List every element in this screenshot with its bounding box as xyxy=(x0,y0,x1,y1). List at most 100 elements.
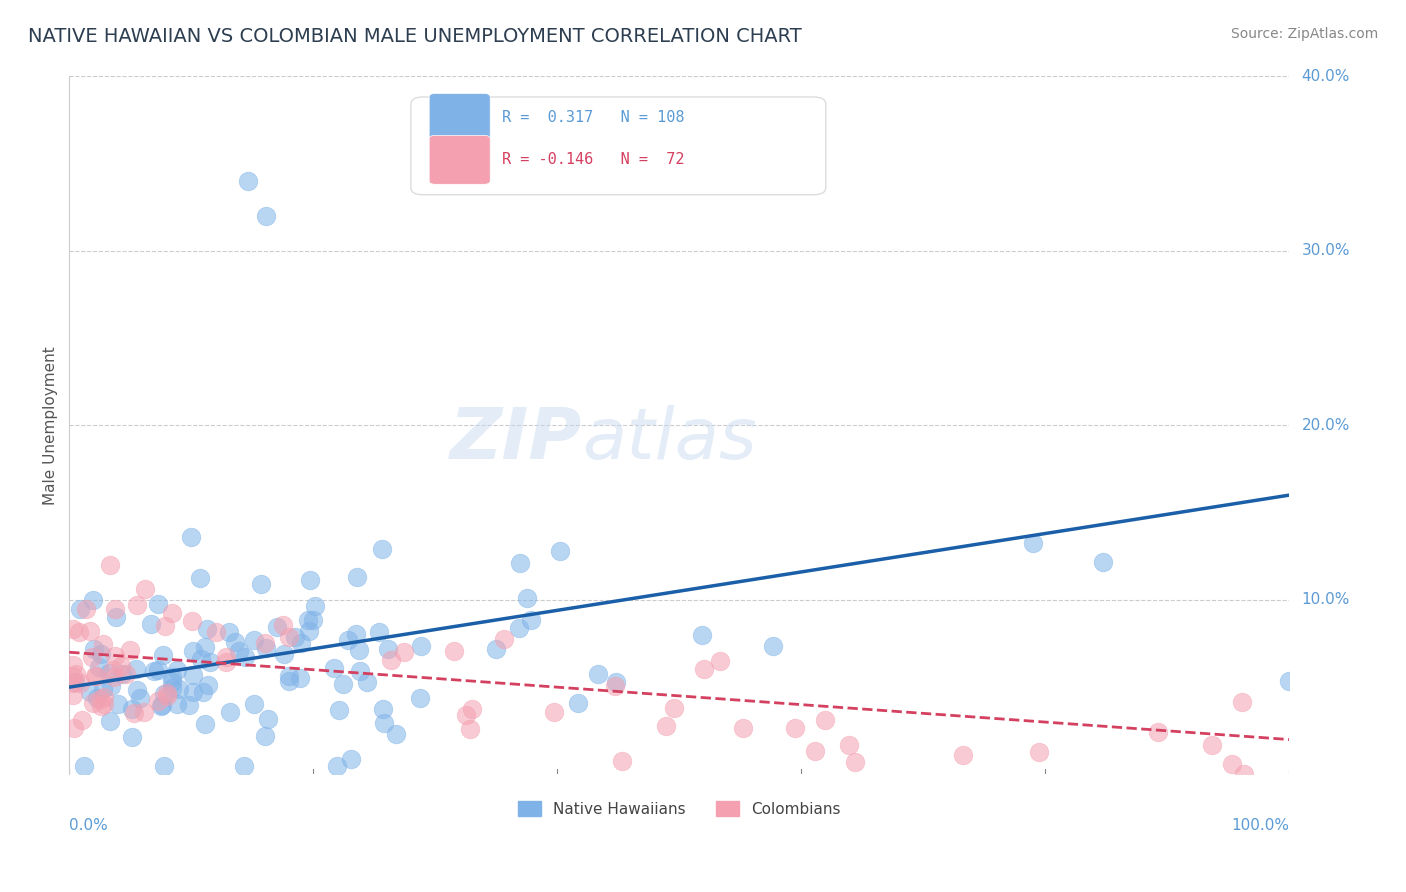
Native Hawaiians xyxy=(149,699,172,714)
Native Hawaiians xyxy=(198,655,221,669)
Native Hawaiians xyxy=(146,597,169,611)
Colombians xyxy=(443,643,465,657)
Text: 0.0%: 0.0% xyxy=(69,818,108,833)
Native Hawaiians xyxy=(152,648,174,663)
Native Hawaiians xyxy=(233,649,256,664)
Text: 30.0%: 30.0% xyxy=(1302,244,1350,258)
Native Hawaiians xyxy=(485,642,508,657)
Native Hawaiians xyxy=(1278,674,1301,689)
Native Hawaiians xyxy=(121,730,143,744)
Native Hawaiians xyxy=(377,641,399,656)
Native Hawaiians xyxy=(89,660,111,674)
Colombians xyxy=(1028,745,1050,759)
Colombians xyxy=(181,614,204,628)
Native Hawaiians xyxy=(160,670,183,684)
Native Hawaiians xyxy=(150,698,173,713)
FancyBboxPatch shape xyxy=(411,97,825,194)
Native Hawaiians xyxy=(160,681,183,695)
Colombians xyxy=(146,694,169,708)
Text: R =  0.317   N = 108: R = 0.317 N = 108 xyxy=(502,111,685,126)
Native Hawaiians xyxy=(297,613,319,627)
Native Hawaiians xyxy=(344,627,367,641)
Colombians xyxy=(91,636,114,650)
Native Hawaiians xyxy=(181,643,204,657)
Native Hawaiians xyxy=(127,682,149,697)
Native Hawaiians xyxy=(299,573,322,587)
Colombians xyxy=(1201,738,1223,752)
Native Hawaiians xyxy=(297,624,319,638)
Colombians xyxy=(156,685,179,699)
Colombians xyxy=(838,738,860,752)
Colombians xyxy=(605,679,627,693)
Native Hawaiians xyxy=(146,663,169,677)
Native Hawaiians xyxy=(253,729,276,743)
Native Hawaiians xyxy=(180,530,202,544)
Native Hawaiians xyxy=(194,640,217,654)
FancyBboxPatch shape xyxy=(429,136,491,185)
Native Hawaiians xyxy=(337,633,360,648)
Colombians xyxy=(98,558,121,572)
Colombians xyxy=(132,705,155,719)
Colombians xyxy=(803,744,825,758)
Colombians xyxy=(693,662,716,676)
Native Hawaiians xyxy=(111,667,134,681)
Native Hawaiians xyxy=(411,639,433,653)
Native Hawaiians xyxy=(349,665,371,679)
Colombians xyxy=(80,650,103,665)
Native Hawaiians xyxy=(105,609,128,624)
Native Hawaiians xyxy=(371,701,394,715)
Colombians xyxy=(84,669,107,683)
Native Hawaiians xyxy=(98,714,121,729)
Text: 100.0%: 100.0% xyxy=(1232,818,1289,833)
Native Hawaiians xyxy=(290,636,312,650)
Colombians xyxy=(110,659,132,673)
Native Hawaiians xyxy=(328,703,350,717)
Native Hawaiians xyxy=(340,751,363,765)
Native Hawaiians xyxy=(605,675,627,690)
Colombians xyxy=(543,705,565,719)
Native Hawaiians xyxy=(190,652,212,666)
Native Hawaiians xyxy=(509,557,531,571)
Native Hawaiians xyxy=(508,621,530,635)
Native Hawaiians xyxy=(219,705,242,719)
Native Hawaiians xyxy=(520,613,543,627)
Native Hawaiians xyxy=(332,676,354,690)
Native Hawaiians xyxy=(232,758,254,772)
Colombians xyxy=(271,618,294,632)
Native Hawaiians xyxy=(278,669,301,683)
Native Hawaiians xyxy=(160,675,183,690)
Native Hawaiians xyxy=(266,619,288,633)
Colombians xyxy=(733,721,755,735)
Y-axis label: Male Unemployment: Male Unemployment xyxy=(44,346,58,505)
Colombians xyxy=(69,675,91,690)
Native Hawaiians xyxy=(373,716,395,731)
Colombians xyxy=(655,719,678,733)
Colombians xyxy=(156,690,179,704)
Colombians xyxy=(93,698,115,712)
Native Hawaiians xyxy=(385,727,408,741)
Colombians xyxy=(610,754,633,768)
Colombians xyxy=(101,663,124,677)
Legend: Native Hawaiians, Colombians: Native Hawaiians, Colombians xyxy=(512,795,846,822)
FancyBboxPatch shape xyxy=(429,94,491,143)
Colombians xyxy=(90,699,112,714)
Native Hawaiians xyxy=(153,758,176,772)
Native Hawaiians xyxy=(349,643,371,657)
Native Hawaiians xyxy=(73,758,96,772)
Colombians xyxy=(392,645,415,659)
Native Hawaiians xyxy=(326,758,349,772)
Native Hawaiians xyxy=(371,541,394,556)
Native Hawaiians xyxy=(284,631,307,645)
Colombians xyxy=(155,619,177,633)
Native Hawaiians xyxy=(197,678,219,692)
Native Hawaiians xyxy=(277,673,299,688)
Native Hawaiians xyxy=(301,613,323,627)
Native Hawaiians xyxy=(90,648,112,662)
Text: atlas: atlas xyxy=(582,405,756,474)
Colombians xyxy=(1230,695,1253,709)
Native Hawaiians xyxy=(166,663,188,677)
Colombians xyxy=(215,655,238,669)
Native Hawaiians xyxy=(236,174,259,188)
Native Hawaiians xyxy=(93,681,115,696)
Native Hawaiians xyxy=(181,685,204,699)
